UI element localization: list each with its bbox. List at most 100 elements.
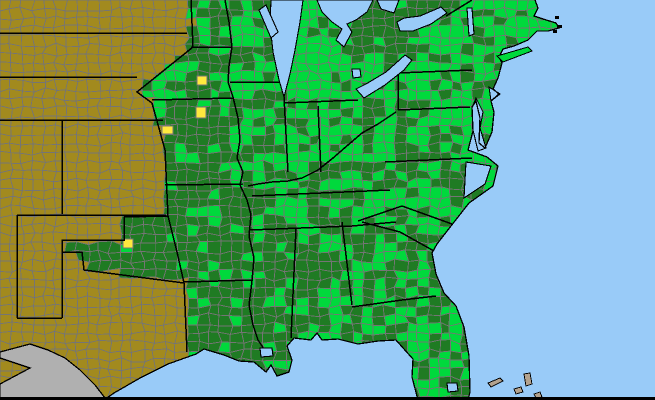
county-cell: [253, 188, 265, 199]
state-border-line: [283, 99, 359, 104]
county-cell: [339, 269, 354, 282]
county-cell: [186, 340, 200, 353]
county-cell: [131, 52, 143, 65]
county-cell: [371, 304, 385, 318]
county-cell: [176, 123, 188, 137]
county-cell: [351, 142, 364, 156]
county-cell: [252, 287, 267, 299]
county-cell: [295, 277, 309, 291]
county-cell: [129, 286, 142, 298]
bahamas-island: [523, 372, 533, 387]
county-cell: [8, 142, 22, 154]
county-cell: [228, 9, 245, 17]
county-cell: [0, 260, 13, 273]
county-cell: [63, 24, 79, 38]
county-cell: [86, 222, 102, 236]
county-cell: [20, 278, 35, 288]
county-cell: [305, 197, 320, 207]
county-cell: [109, 16, 124, 30]
county-cell: [0, 303, 14, 316]
county-cell: [273, 132, 286, 146]
county-cell: [251, 241, 264, 253]
county-cell: [85, 348, 100, 360]
long-island: [496, 46, 533, 63]
county-cell: [351, 105, 364, 119]
county-cell: [272, 331, 287, 343]
county-cell: [140, 116, 155, 127]
county-cell: [176, 0, 189, 9]
coastal-islet: [553, 30, 557, 33]
county-cell: [360, 322, 374, 336]
county-cell: [85, 143, 102, 154]
county-cell: [55, 143, 66, 153]
state-border-line: [317, 105, 322, 173]
county-cell: [393, 132, 407, 144]
pamlico-sound: [463, 161, 492, 200]
county-cell: [155, 207, 165, 216]
county-cell: [415, 52, 430, 63]
county-cell: [20, 322, 35, 333]
county-cell: [241, 106, 254, 120]
county-cell: [375, 233, 386, 244]
county-cell: [85, 53, 100, 64]
lake-okeechobee: [446, 382, 459, 393]
county-cell: [65, 160, 78, 173]
county-cell: [229, 296, 244, 309]
county-cell: [20, 134, 34, 146]
county-cell: [228, 307, 243, 317]
county-cell: [96, 321, 112, 335]
county-cell: [373, 289, 388, 300]
county-cell: [352, 178, 364, 189]
county-cell: [252, 169, 267, 183]
county-cell: [176, 307, 190, 318]
county-cell: [285, 106, 297, 119]
county-cell: [75, 10, 89, 18]
county-cell: [52, 277, 67, 290]
county-cell: [415, 177, 432, 188]
county-cell: [306, 0, 319, 11]
county-cell: [416, 285, 430, 297]
lake-erie: [355, 54, 413, 99]
county-cell: [240, 60, 256, 72]
county-cell: [429, 186, 442, 200]
state-border-line: [183, 279, 253, 283]
county-cell: [65, 46, 80, 55]
county-cell: [33, 278, 47, 288]
county-cell: [129, 276, 142, 288]
county-cell: [241, 33, 256, 48]
county-cell: [173, 118, 188, 125]
county-cell: [86, 159, 101, 174]
county-cell: [153, 160, 167, 172]
county-cell: [437, 357, 451, 369]
county-cell: [120, 367, 132, 379]
county-cell: [371, 105, 387, 118]
county-cell: [428, 357, 440, 369]
county-cell: [85, 171, 101, 181]
county-cell: [514, 15, 531, 29]
county-cell: [448, 62, 462, 71]
county-cell: [129, 134, 146, 146]
county-cell: [41, 144, 58, 153]
county-cell: [251, 213, 264, 227]
county-cell: [427, 314, 442, 324]
bahamas-islands: [487, 372, 543, 399]
county-cell: [129, 124, 145, 136]
county-cell: [98, 0, 113, 12]
county-cell: [415, 0, 429, 10]
county-cell: [55, 105, 68, 118]
county-cell: [76, 107, 89, 118]
county-cell: [264, 287, 276, 298]
county-cell: [63, 89, 77, 102]
county-cell: [316, 15, 329, 30]
county-cell: [110, 198, 121, 209]
county-cell: [362, 153, 375, 164]
county-cell: [218, 105, 230, 117]
county-cell: [449, 350, 463, 361]
county-cell: [371, 262, 388, 272]
county-cell: [461, 123, 473, 137]
county-cell: [438, 124, 452, 135]
state-border-line: [397, 106, 471, 111]
county-cell: [65, 105, 80, 118]
county-cell: [217, 91, 232, 99]
